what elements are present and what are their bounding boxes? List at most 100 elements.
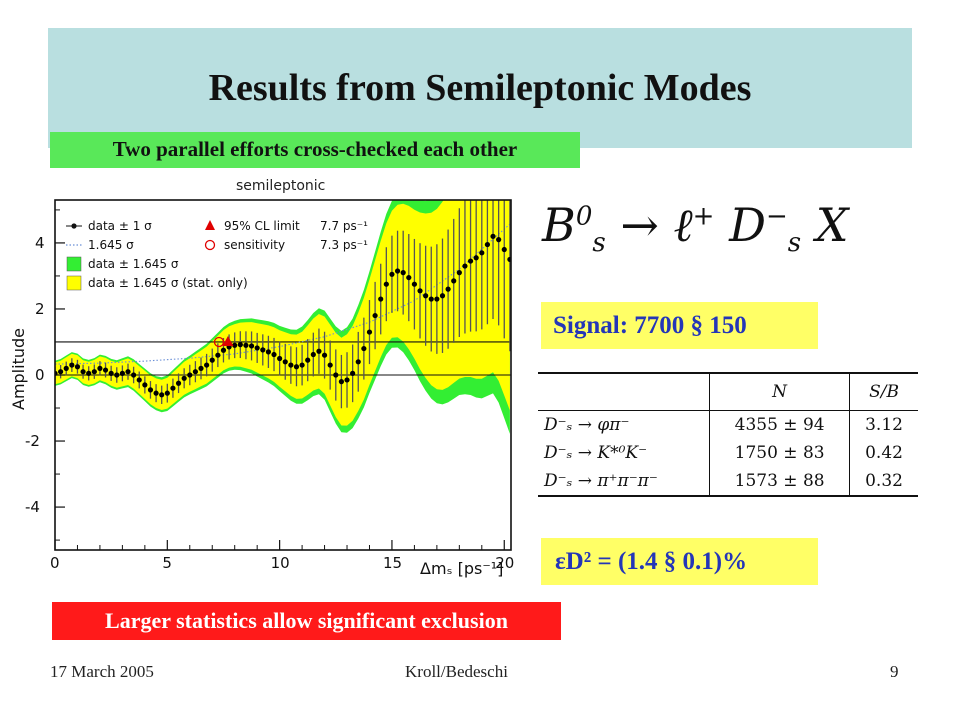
table-row: D⁻ₛ → π⁺π⁻π⁻ 1573 ± 88 0.32: [538, 467, 918, 497]
sigma-line: [55, 222, 511, 365]
data-point: [108, 370, 114, 376]
data-point: [119, 370, 125, 376]
x-tick-label: 5: [162, 554, 172, 572]
data-point: [248, 343, 255, 349]
footer-page-number: 9: [890, 662, 899, 681]
table-header-sb: S/B: [849, 372, 918, 411]
data-point: [187, 372, 193, 378]
data-point: [136, 377, 142, 383]
data-point: [181, 375, 187, 381]
formula-arrow: →: [620, 198, 659, 252]
decay-formula: B0s → ℓ+ D−s X: [542, 198, 882, 278]
formula-rest: X: [815, 198, 849, 252]
legend-swatch-green: [66, 256, 82, 272]
data-point: [220, 347, 227, 353]
data-point: [260, 347, 266, 353]
data-point: [310, 351, 316, 358]
data-point: [305, 357, 311, 363]
table-header-n: N: [709, 372, 851, 411]
legend-swatch-yellow: [66, 275, 82, 291]
footer-authors: Kroll/Bedeschi: [405, 662, 508, 681]
data-point: [254, 345, 260, 351]
data-point: [350, 370, 356, 376]
data-point: [366, 329, 373, 335]
data-point: [175, 380, 182, 386]
sensitivity-marker: [213, 336, 225, 348]
data-point: [271, 351, 277, 358]
data-point: [327, 362, 333, 368]
data-point: [232, 342, 238, 348]
x-tick-label: 15: [383, 554, 402, 572]
data-point: [159, 392, 165, 398]
legend-label: data ± 1.645 σ (stat. only): [88, 276, 248, 290]
data-point: [451, 278, 457, 284]
data-point: [434, 296, 440, 302]
data-point: [423, 293, 429, 299]
data-point: [484, 241, 491, 248]
table-cell-sb: 3.12: [865, 415, 903, 435]
cl-limit-marker: [222, 335, 234, 346]
data-point: [378, 296, 384, 302]
data-point: [344, 377, 350, 383]
x-tick-label: 10: [271, 554, 290, 572]
data-point: [445, 286, 451, 292]
table-header-mode: [538, 372, 711, 411]
data-point: [142, 382, 148, 388]
data-point: [237, 342, 243, 348]
legend-label: 95% CL limit: [224, 219, 300, 233]
yellow-band: [55, 200, 510, 426]
data-point: [192, 369, 198, 375]
legend-label: sensitivity: [224, 238, 285, 252]
data-point: [496, 237, 502, 243]
decay-table: N S/B D⁻ₛ → φπ⁻ 4355 ± 94 3.12 D⁻ₛ → K*⁰…: [538, 372, 918, 504]
data-point: [125, 369, 131, 375]
data-point: [209, 357, 215, 363]
table-row: D⁻ₛ → K*⁰K⁻ 1750 ± 83 0.42: [538, 439, 918, 467]
data-point: [479, 250, 485, 256]
data-point: [299, 362, 305, 368]
data-point: [338, 379, 345, 385]
formula-lhs-sup: 0: [575, 201, 593, 232]
formula-meson: D: [729, 198, 766, 252]
data-point: [69, 362, 75, 368]
data-point: [97, 365, 103, 371]
legend-value: 7.3 ps⁻¹: [320, 238, 368, 252]
data-point: [417, 288, 423, 294]
formula-lepton: ℓ: [673, 198, 693, 252]
data-point: [131, 372, 137, 378]
data-point: [321, 352, 328, 358]
data-point: [265, 349, 271, 355]
data-point: [153, 390, 159, 396]
table-cell-mode: D⁻ₛ → K*⁰K⁻: [538, 439, 711, 467]
y-tick-label: 4: [35, 234, 45, 252]
data-point: [467, 258, 474, 264]
legend-value: 7.7 ps⁻¹: [320, 219, 368, 233]
data-point: [428, 296, 434, 302]
data-point: [204, 362, 210, 368]
x-axis-label: Δmₛ [ps⁻¹]: [420, 559, 503, 578]
data-point: [383, 281, 389, 287]
title-bar: [48, 28, 912, 148]
data-point: [243, 342, 249, 348]
data-point: [215, 352, 221, 358]
table-header-row: N S/B: [538, 372, 918, 411]
data-point: [456, 270, 462, 276]
data-point: [372, 312, 378, 319]
page-title: Results from Semileptonic Modes: [208, 67, 752, 109]
data-point: [91, 369, 97, 375]
table-cell-n: 4355 ± 94: [709, 410, 851, 439]
legend-label: 1.645 σ: [88, 238, 134, 252]
data-point: [86, 370, 92, 376]
data-point: [164, 390, 170, 396]
exclusion-box: Larger statistics allow significant excl…: [52, 602, 561, 640]
data-point: [293, 364, 300, 370]
table-cell-sb: 0.42: [865, 443, 903, 463]
data-point: [316, 348, 322, 354]
y-tick-label: 0: [35, 366, 45, 384]
data-point: [439, 293, 446, 299]
data-point: [333, 372, 339, 378]
table-row: D⁻ₛ → φπ⁻ 4355 ± 94 3.12: [538, 410, 918, 439]
data-point: [473, 255, 479, 261]
data-point: [288, 362, 294, 368]
